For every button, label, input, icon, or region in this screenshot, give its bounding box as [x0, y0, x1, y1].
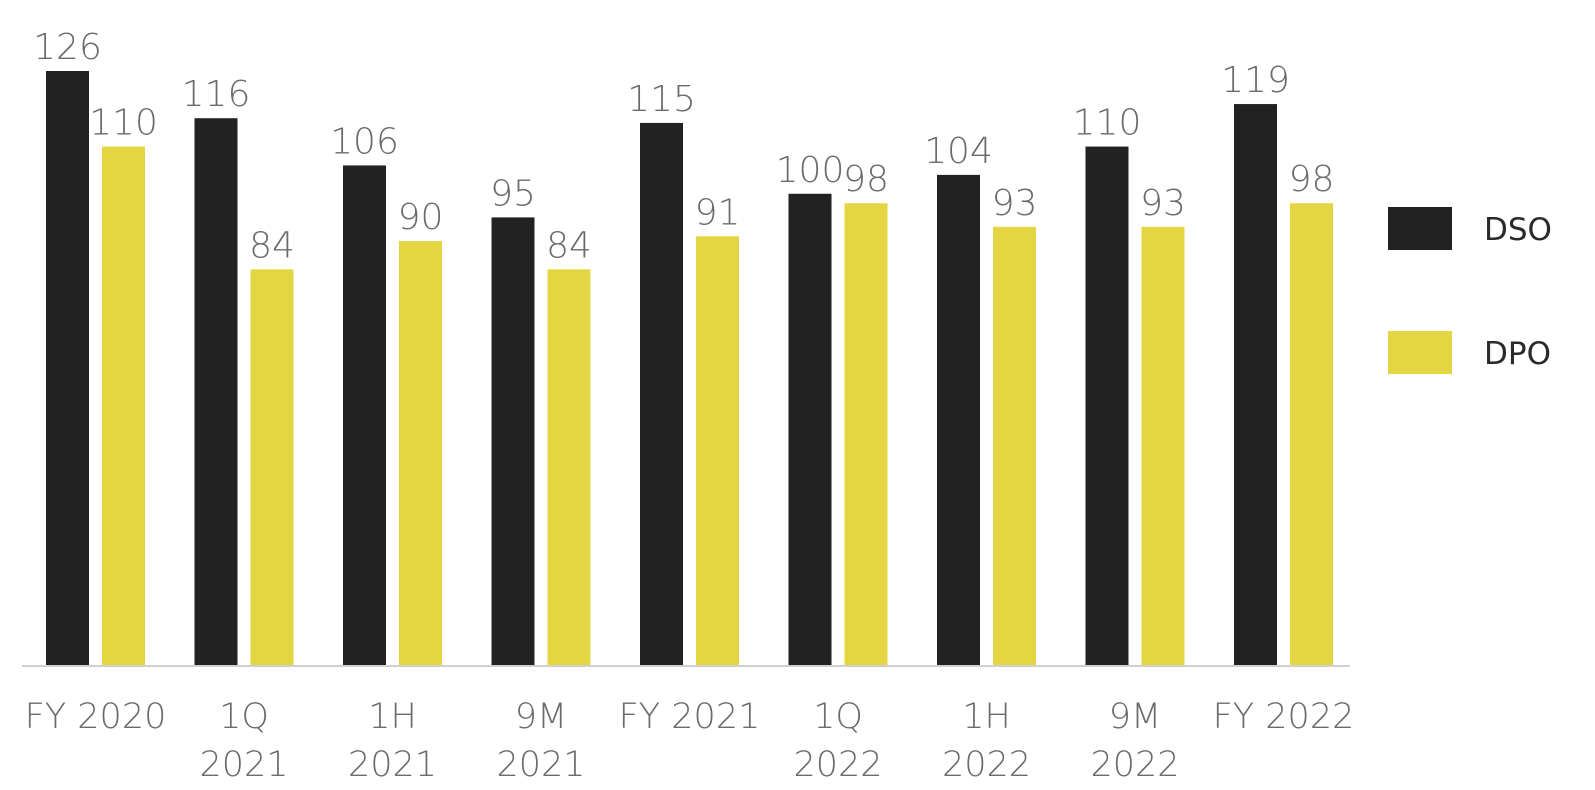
value-label-dpo-5: 98: [843, 159, 889, 200]
x-tick-line: 2022: [942, 745, 1031, 785]
x-tick-label-6: 1H 2022: [942, 697, 1031, 785]
bars-group: [46, 71, 1333, 667]
x-tick-label-5: 1Q 2022: [793, 697, 882, 785]
bar-dso-6: [937, 174, 980, 666]
bar-dso-0: [46, 71, 89, 666]
bar-dpo-7: [1141, 226, 1185, 667]
value-label-dpo-8: 98: [1289, 159, 1335, 200]
legend-label-dpo: DPO: [1484, 336, 1551, 372]
x-tick-line: 1H: [962, 697, 1011, 737]
legend-swatch-dso: [1388, 207, 1452, 250]
value-label-dpo-7: 93: [1140, 183, 1186, 224]
x-tick-line: 9M: [1109, 697, 1161, 737]
legend-label-dso: DSO: [1484, 212, 1552, 248]
x-tick-line: 1Q: [219, 697, 269, 737]
bar-dpo-1: [250, 269, 294, 666]
x-tick-line: 1Q: [813, 697, 863, 737]
value-label-dso-2: 106: [330, 121, 399, 162]
value-label-dso-8: 119: [1221, 60, 1290, 101]
value-label-dpo-4: 91: [695, 192, 741, 233]
bar-dpo-0: [102, 146, 145, 667]
legend: DSO DPO: [1388, 207, 1552, 374]
bar-dpo-4: [696, 236, 739, 666]
bar-dpo-8: [1290, 203, 1333, 666]
bar-dso-4: [640, 122, 683, 666]
value-label-dso-1: 116: [182, 74, 251, 115]
value-label-dpo-1: 84: [249, 225, 295, 266]
x-tick-label-3: 9M 2021: [496, 697, 585, 785]
value-label-dso-0: 126: [33, 27, 102, 68]
x-tick-label-2: 1H 2021: [348, 697, 437, 785]
value-label-dso-5: 100: [776, 150, 845, 191]
x-tick-line: FY 2022: [1213, 697, 1355, 737]
value-label-dso-4: 115: [627, 79, 696, 120]
x-tick-label-7: 9M 2022: [1090, 697, 1179, 785]
x-tick-line: 2022: [1090, 745, 1179, 785]
bar-dso-2: [343, 165, 386, 666]
legend-swatch-dpo: [1388, 331, 1452, 374]
x-tick-label-4: FY 2021: [619, 697, 761, 737]
x-tick-line: 2021: [348, 745, 437, 785]
x-tick-line: 2021: [496, 745, 585, 785]
x-tick-line: FY 2020: [25, 697, 167, 737]
x-tick-label-8: FY 2022: [1213, 697, 1355, 737]
bar-dpo-6: [993, 226, 1036, 667]
bar-dso-5: [788, 193, 832, 666]
bar-dpo-2: [399, 241, 442, 666]
bar-dpo-3: [547, 269, 591, 666]
x-tick-line: FY 2021: [619, 697, 761, 737]
bar-dso-8: [1234, 104, 1277, 667]
value-label-dpo-6: 93: [992, 183, 1038, 224]
x-tick-label-0: FY 2020: [25, 697, 167, 737]
bar-dso-7: [1085, 146, 1129, 667]
value-label-dso-6: 104: [924, 131, 993, 172]
x-tick-line: 2021: [199, 745, 288, 785]
bar-dso-3: [491, 217, 535, 666]
value-label-dpo-3: 84: [546, 225, 592, 266]
value-label-dpo-2: 90: [398, 197, 444, 238]
value-label-dso-3: 95: [490, 173, 536, 214]
value-labels-group: 1261101168410690958411591100981049311093…: [33, 27, 1334, 266]
bar-dpo-5: [844, 203, 888, 666]
bar-dso-1: [194, 118, 238, 666]
x-tick-line: 9M: [515, 697, 567, 737]
value-label-dpo-0: 110: [89, 103, 158, 144]
x-tick-line: 2022: [793, 745, 882, 785]
x-tick-label-1: 1Q 2021: [199, 697, 288, 785]
x-tick-line: 1H: [368, 697, 417, 737]
value-label-dso-7: 110: [1073, 103, 1142, 144]
